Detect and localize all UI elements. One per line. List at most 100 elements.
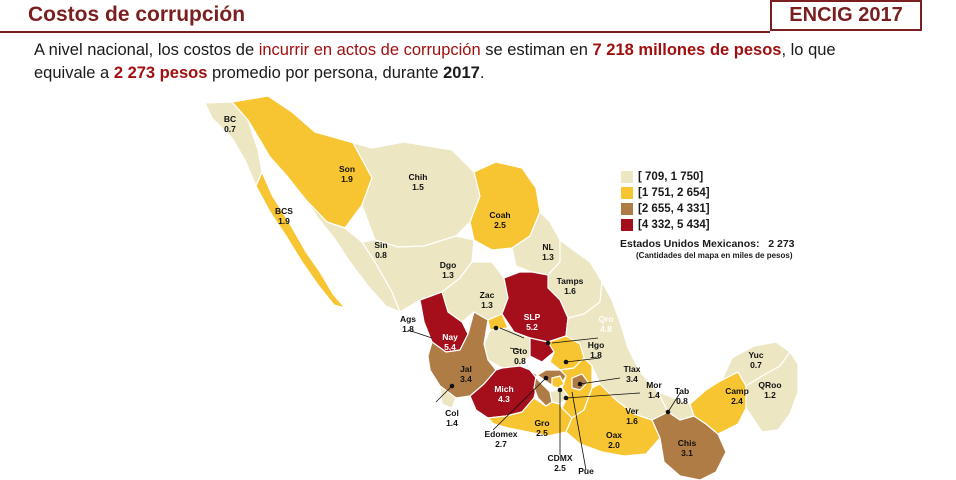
state-label: Chih xyxy=(409,172,428,182)
state-label: Chis xyxy=(678,438,697,448)
state-label: Jal xyxy=(460,364,472,374)
state-value: 1.3 xyxy=(542,252,554,262)
state-label: Gto xyxy=(513,346,528,356)
desc-highlight-1: incurrir en actos de corrupción xyxy=(258,41,481,59)
state-value: 2.0 xyxy=(608,440,620,450)
state-value: 1.2 xyxy=(764,390,776,400)
state-value: 3.1 xyxy=(681,448,693,458)
state-value: 5.2 xyxy=(526,322,538,332)
state-value: 1.6 xyxy=(564,286,576,296)
state-label: Qro xyxy=(598,314,613,324)
legend-swatch xyxy=(621,219,633,231)
state-value: 2.4 xyxy=(731,396,743,406)
state-label: NL xyxy=(542,242,553,252)
desc-text-3: , lo que xyxy=(781,41,836,59)
map-units-note: (Cantidades del mapa en miles de pesos) xyxy=(636,251,793,260)
state-label: BC xyxy=(224,114,236,124)
legend-swatch xyxy=(621,171,633,183)
state-son xyxy=(231,95,373,229)
state-value: 1.4 xyxy=(446,418,458,428)
state-value: 1.4 xyxy=(648,390,660,400)
desc-year: 2017 xyxy=(443,64,480,82)
legend-row: [4 332, 5 434] xyxy=(621,217,710,233)
national-label: Estados Unidos Mexicanos: xyxy=(620,238,760,250)
state-col xyxy=(439,385,457,409)
state-label: Mor xyxy=(646,380,662,390)
state-label: Dgo xyxy=(440,260,457,270)
state-label: Tamps xyxy=(557,276,584,286)
state-value: 1.9 xyxy=(341,174,353,184)
legend-swatch xyxy=(621,203,633,215)
page-title: Costos de corrupción xyxy=(28,3,246,26)
desc-text-5: promedio por persona, durante xyxy=(207,64,444,82)
state-value: 1.8 xyxy=(590,350,602,360)
state-label: Col xyxy=(445,408,459,418)
state-label: Son xyxy=(339,164,355,174)
state-label: Zac xyxy=(480,290,495,300)
state-value: 1.5 xyxy=(412,182,424,192)
legend-label: [ 709, 1 750] xyxy=(638,171,704,183)
legend-label: [4 332, 5 434] xyxy=(638,219,710,231)
state-value: 2.5 xyxy=(554,463,566,473)
state-label: Camp xyxy=(725,386,749,396)
national-value: 2 273 xyxy=(768,238,795,250)
state-value: 4.3 xyxy=(498,394,510,404)
state-value: 0.7 xyxy=(224,124,236,134)
state-cdmx xyxy=(551,375,565,389)
state-label: Oax xyxy=(606,430,622,440)
desc-text-4: equivale a xyxy=(34,64,114,82)
state-qroo xyxy=(745,351,799,433)
legend-label: [2 655, 4 331] xyxy=(638,203,710,215)
state-label: BCS xyxy=(275,206,293,216)
legend-label: [1 751, 2 654] xyxy=(638,187,710,199)
state-value: 0.7 xyxy=(750,360,762,370)
state-label: Tlax xyxy=(623,364,640,374)
state-value: 0.8 xyxy=(676,396,688,406)
state-value: 4.8 xyxy=(600,324,612,334)
state-value: 2.5 xyxy=(536,428,548,438)
state-jal xyxy=(427,311,497,399)
state-value: 1.8 xyxy=(402,324,414,334)
state-value: 1.9 xyxy=(278,216,290,226)
title-rule xyxy=(0,31,770,33)
legend-row: [1 751, 2 654] xyxy=(621,185,710,201)
legend-row: [2 655, 4 331] xyxy=(621,201,710,217)
state-label: Hgo xyxy=(588,340,605,350)
national-total: Estados Unidos Mexicanos: 2 273 xyxy=(620,238,795,250)
desc-text-2: se estiman en xyxy=(480,41,593,59)
state-value: 3.4 xyxy=(626,374,638,384)
desc-text-1: A nivel nacional, los costos de xyxy=(34,41,259,59)
state-gro xyxy=(487,397,573,437)
state-value: 0.8 xyxy=(375,250,387,260)
state-bcs xyxy=(255,171,346,309)
state-label: Nay xyxy=(442,332,458,342)
state-value: 5.4 xyxy=(444,342,456,352)
desc-per-person: 2 273 pesos xyxy=(113,64,208,82)
state-label: Edomex xyxy=(484,429,517,439)
state-label: Yuc xyxy=(748,350,763,360)
state-label: QRoo xyxy=(758,380,781,390)
state-value: 1.3 xyxy=(442,270,454,280)
state-value: 3.4 xyxy=(460,374,472,384)
state-label: CDMX xyxy=(547,453,572,463)
state-label: SLP xyxy=(524,312,541,322)
state-label: Sin xyxy=(374,240,387,250)
state-value: 2.5 xyxy=(494,220,506,230)
legend: [ 709, 1 750] [1 751, 2 654] [2 655, 4 3… xyxy=(621,169,710,233)
state-label: Gro xyxy=(534,418,549,428)
state-value: 1.3 xyxy=(481,300,493,310)
state-value: 1.6 xyxy=(626,416,638,426)
legend-swatch xyxy=(621,187,633,199)
desc-text-6: . xyxy=(479,64,485,82)
state-label: Pue xyxy=(578,466,594,476)
state-label: Ags xyxy=(400,314,416,324)
state-label: Mich xyxy=(494,384,513,394)
state-value: 2.7 xyxy=(495,439,507,449)
state-chis xyxy=(651,411,727,480)
state-label: Coah xyxy=(489,210,510,220)
desc-total-cost: 7 218 millones de pesos xyxy=(592,41,782,59)
state-value: 0.8 xyxy=(514,356,526,366)
state-label: Tab xyxy=(675,386,689,396)
survey-badge: ENCIG 2017 xyxy=(770,0,922,31)
